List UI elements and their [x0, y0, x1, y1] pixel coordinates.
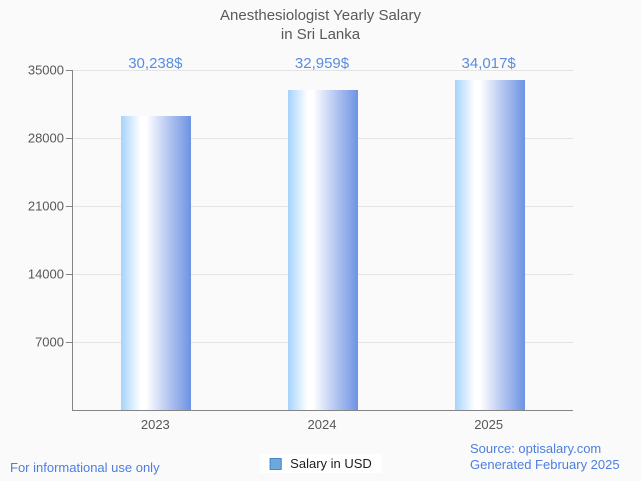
y-tick-21000 — [66, 206, 72, 207]
plot-area — [66, 70, 573, 411]
chart-title-line1: Anesthesiologist Yearly Salary — [220, 7, 421, 24]
y-tick-7000 — [66, 342, 72, 343]
x-axis-label-2025: 2025 — [474, 417, 504, 432]
y-axis-label-28000: 28000 — [27, 130, 64, 146]
y-axis-label-35000: 35000 — [27, 62, 64, 78]
disclaimer-text: For informational use only — [10, 460, 160, 475]
bar-2025[interactable] — [454, 79, 525, 410]
chart-title-line2: in Sri Lanka — [280, 26, 361, 43]
bar-2023[interactable] — [121, 116, 192, 410]
x-axis-label-2024: 2024 — [307, 417, 337, 432]
gridline-35000 — [73, 70, 573, 71]
value-label-2025: 34,017$ — [461, 55, 516, 72]
bar-2024[interactable] — [288, 89, 358, 410]
chart-title: Anesthesiologist Yearly Salary in Sri La… — [0, 6, 641, 44]
x-axis-label-2023: 2023 — [140, 417, 170, 432]
y-tick-14000 — [66, 274, 72, 275]
source-line: Source: optisalary.com — [470, 441, 602, 456]
legend-swatch-icon — [269, 457, 282, 470]
y-tick-28000 — [66, 138, 72, 139]
generated-line: Generated February 2025 — [470, 457, 620, 472]
y-axis-label-14000: 14000 — [27, 266, 64, 282]
y-axis-label-21000: 21000 — [27, 198, 64, 214]
y-axis-label-7000: 7000 — [35, 334, 64, 350]
y-tick-35000 — [66, 70, 72, 71]
legend: Salary in USD — [259, 454, 382, 473]
value-label-2023: 30,238$ — [128, 55, 183, 72]
legend-label: Salary in USD — [290, 456, 372, 471]
value-label-2024: 32,959$ — [294, 55, 350, 72]
source-attribution: Source: optisalary.com Generated Februar… — [470, 441, 620, 473]
